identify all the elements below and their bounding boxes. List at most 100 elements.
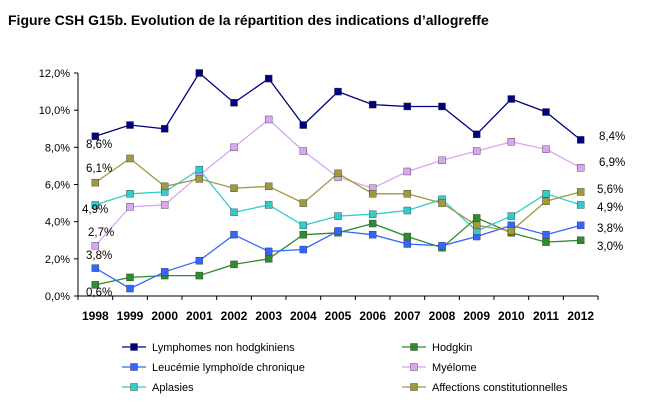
data-point [542,190,550,198]
data-point [195,175,204,183]
data-point [576,188,585,196]
data-point [368,190,377,198]
data-point [230,184,238,192]
data-point [264,182,273,191]
data-point [334,227,342,235]
data-point [299,147,308,155]
data-point [542,238,550,246]
data-point [91,281,100,289]
data-point [507,212,516,220]
data-point [264,255,273,263]
data-point [368,230,377,239]
data-point [507,138,516,146]
data-point [542,230,550,239]
annotation-right: 4,9% [597,202,623,214]
data-point [542,197,550,205]
data-point [472,147,481,155]
data-point [230,208,238,217]
data-point [195,69,204,77]
y-tick-label: 8,0% [45,142,70,154]
annotation-right: 5,6% [597,184,623,196]
data-point [299,245,308,254]
annotation-left: 6,1% [86,163,112,175]
data-point [230,260,238,269]
data-point [368,100,377,109]
data-point [438,199,446,207]
data-point [576,221,585,230]
legend-label: Affections constitutionnelles [432,382,568,394]
x-tick-label: 2007 [394,309,421,323]
annotation-right: 3,8% [597,223,623,235]
data-point [368,219,377,228]
data-point [403,232,412,241]
data-point [472,214,481,222]
data-point [334,212,342,220]
data-point [299,221,308,230]
data-point [472,130,481,139]
data-point [403,167,412,176]
data-point [403,102,412,111]
annotation-left: 3,8% [86,250,112,262]
y-tick-label: 6,0% [45,180,70,192]
legend-marker [410,343,418,351]
y-tick-label: 2,0% [45,254,70,266]
x-tick-label: 1999 [117,309,144,323]
annotation-left: 2,7% [88,227,114,239]
legend-marker [130,383,138,391]
data-point [91,242,100,250]
data-point [230,143,238,152]
series-3 [91,115,585,250]
y-tick-label: 12,0% [39,68,70,80]
x-tick-label: 2001 [186,309,213,323]
data-point [438,156,446,165]
data-point [403,240,412,248]
data-point [160,268,169,276]
data-point [368,210,377,218]
annotation-right: 8,4% [599,131,625,143]
data-point [264,115,273,124]
x-tick-label: 2002 [221,309,248,323]
legend-label: Leucémie lymphoïde chronique [152,362,305,374]
data-point [576,201,585,209]
legend-label: Hodgkin [432,342,472,354]
data-point [160,201,169,209]
data-point [299,199,308,207]
x-tick-label: 2004 [290,309,317,323]
series-0 [91,69,585,144]
data-point [195,256,204,265]
legend-label: Myélome [432,362,477,374]
x-tick-label: 2003 [255,309,282,323]
data-point [91,264,100,272]
data-point [576,136,585,144]
x-tick-label: 2005 [325,309,352,323]
legend-marker [130,363,138,371]
data-point [91,201,100,209]
legend-label: Aplasies [152,382,194,394]
data-point [438,242,446,250]
data-point [264,201,273,209]
y-tick-label: 4,0% [45,217,70,229]
annotation-right: 6,9% [599,157,625,169]
data-point [91,178,100,187]
data-point [299,230,308,239]
y-tick-label: 0,0% [45,291,70,303]
data-point [91,132,100,140]
x-tick-label: 2006 [359,309,386,323]
x-tick-label: 2008 [429,309,456,323]
data-point [264,247,273,256]
data-point [195,271,204,280]
legend-label: Lymphomes non hodgkiniens [152,342,295,354]
data-point [576,236,585,244]
data-point [126,273,134,282]
data-point [195,165,204,174]
legend-marker [410,383,418,391]
data-point [299,121,308,129]
annotation-right: 3,0% [597,241,623,253]
data-point [126,154,134,163]
x-tick-label: 2010 [498,309,525,323]
x-tick-label: 1998 [82,309,109,323]
annotation-left: 0,6% [86,287,112,299]
data-point [403,206,412,215]
data-point [507,227,516,235]
